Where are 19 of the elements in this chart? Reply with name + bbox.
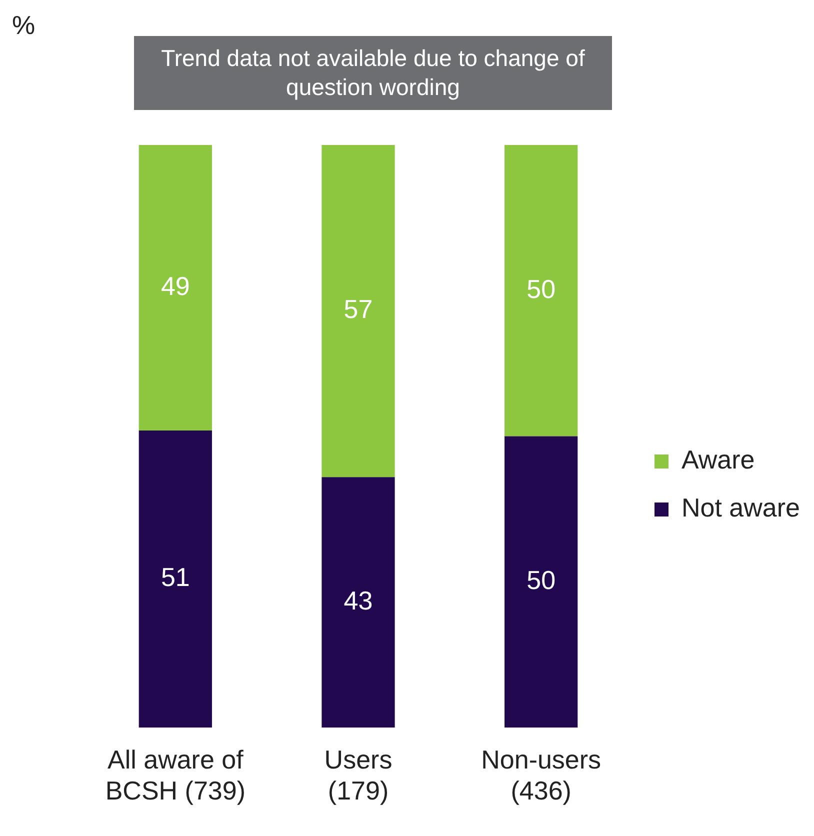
data-label: 51 <box>160 562 190 592</box>
bar <box>138 430 212 728</box>
bar <box>322 145 395 478</box>
x-tick-label: All aware of BCSH (739) <box>105 744 246 806</box>
data-label: 57 <box>344 294 373 324</box>
x-tick-label: Non-users (436) <box>481 744 602 806</box>
bar <box>504 436 578 728</box>
data-label: 43 <box>344 586 373 616</box>
data-label: 50 <box>526 565 556 596</box>
y-axis-title: % <box>12 10 36 41</box>
data-label: 49 <box>160 270 190 301</box>
bar <box>138 145 212 430</box>
x-tick-label: Users (179) <box>324 744 392 806</box>
text: Trend data not available due to change of question wording <box>134 36 612 110</box>
bar <box>504 145 578 436</box>
data-label: 50 <box>526 274 556 304</box>
bar <box>322 477 395 728</box>
legend-label: Not aware <box>682 492 800 523</box>
legend-label: Aware <box>682 444 755 475</box>
